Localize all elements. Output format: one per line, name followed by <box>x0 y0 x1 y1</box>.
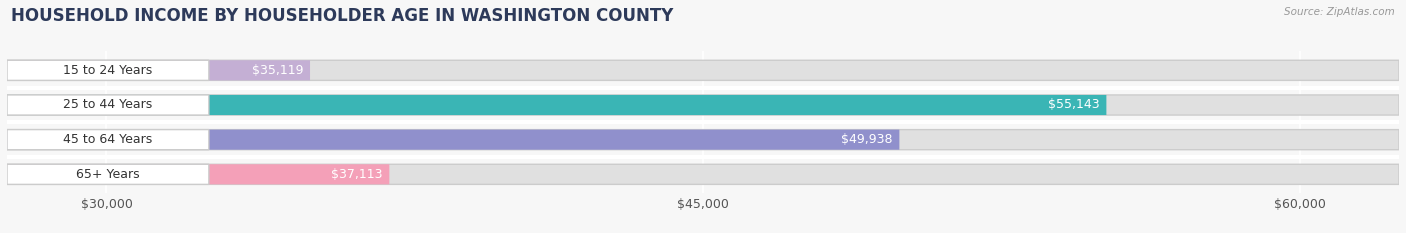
Text: Source: ZipAtlas.com: Source: ZipAtlas.com <box>1284 7 1395 17</box>
Text: $49,938: $49,938 <box>841 133 893 146</box>
FancyBboxPatch shape <box>7 164 209 184</box>
Text: 45 to 64 Years: 45 to 64 Years <box>63 133 153 146</box>
FancyBboxPatch shape <box>7 60 311 80</box>
Text: HOUSEHOLD INCOME BY HOUSEHOLDER AGE IN WASHINGTON COUNTY: HOUSEHOLD INCOME BY HOUSEHOLDER AGE IN W… <box>11 7 673 25</box>
FancyBboxPatch shape <box>7 95 1107 115</box>
FancyBboxPatch shape <box>7 60 1399 80</box>
Text: 65+ Years: 65+ Years <box>76 168 139 181</box>
FancyBboxPatch shape <box>7 164 389 184</box>
Text: 15 to 24 Years: 15 to 24 Years <box>63 64 153 77</box>
FancyBboxPatch shape <box>7 95 209 115</box>
Text: 25 to 44 Years: 25 to 44 Years <box>63 99 153 112</box>
FancyBboxPatch shape <box>7 130 209 150</box>
FancyBboxPatch shape <box>7 95 1399 115</box>
Text: $37,113: $37,113 <box>330 168 382 181</box>
FancyBboxPatch shape <box>7 130 900 150</box>
Text: $55,143: $55,143 <box>1047 99 1099 112</box>
Text: $35,119: $35,119 <box>252 64 304 77</box>
FancyBboxPatch shape <box>7 60 209 80</box>
FancyBboxPatch shape <box>7 130 1399 150</box>
FancyBboxPatch shape <box>7 164 1399 184</box>
